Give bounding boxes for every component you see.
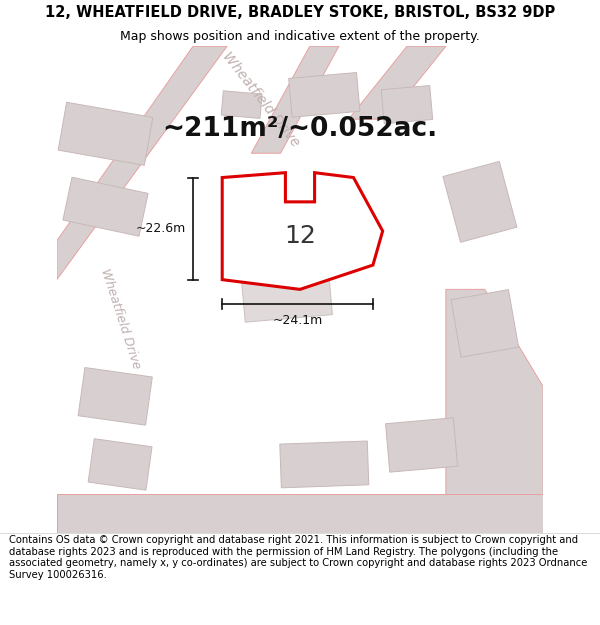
Polygon shape	[78, 368, 152, 425]
Polygon shape	[349, 46, 446, 119]
Text: ~22.6m: ~22.6m	[136, 222, 186, 235]
Polygon shape	[57, 494, 543, 532]
Text: ~211m²/~0.052ac.: ~211m²/~0.052ac.	[163, 116, 437, 142]
Polygon shape	[381, 86, 433, 124]
Text: 12, WHEATFIELD DRIVE, BRADLEY STOKE, BRISTOL, BS32 9DP: 12, WHEATFIELD DRIVE, BRADLEY STOKE, BRI…	[45, 6, 555, 21]
Polygon shape	[63, 177, 148, 236]
Text: Contains OS data © Crown copyright and database right 2021. This information is : Contains OS data © Crown copyright and d…	[9, 535, 587, 580]
Polygon shape	[289, 72, 360, 118]
Polygon shape	[88, 439, 152, 490]
Polygon shape	[443, 161, 517, 242]
Polygon shape	[222, 173, 383, 289]
Polygon shape	[280, 441, 369, 488]
Text: Wheatfield Drive: Wheatfield Drive	[220, 49, 302, 150]
Text: Wheatfield Drive: Wheatfield Drive	[98, 267, 142, 371]
Text: ~24.1m: ~24.1m	[272, 314, 323, 327]
Text: Map shows position and indicative extent of the property.: Map shows position and indicative extent…	[120, 29, 480, 42]
Polygon shape	[446, 289, 543, 532]
Polygon shape	[58, 102, 153, 166]
Polygon shape	[251, 46, 339, 153]
Polygon shape	[451, 289, 518, 357]
Polygon shape	[221, 91, 262, 118]
Polygon shape	[57, 46, 227, 279]
Polygon shape	[238, 237, 332, 322]
Text: 12: 12	[284, 224, 316, 248]
Polygon shape	[386, 418, 458, 472]
